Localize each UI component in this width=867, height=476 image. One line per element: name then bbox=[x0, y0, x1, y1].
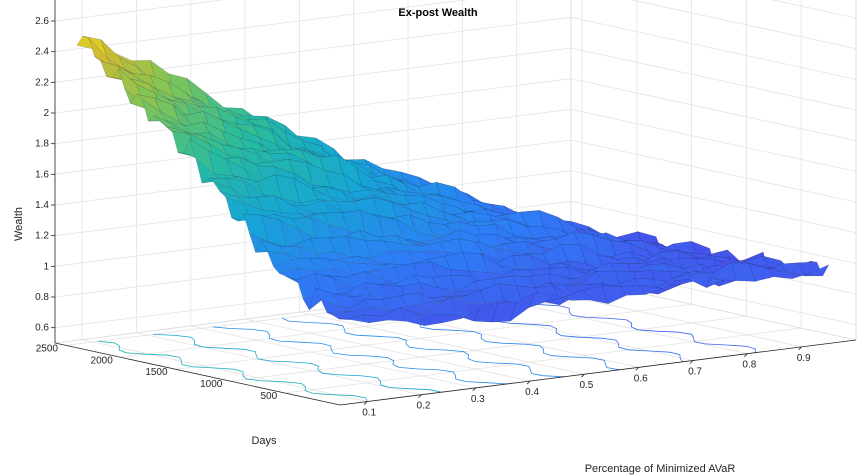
z-tick-label: 1 bbox=[43, 261, 49, 272]
x-tick-label: 0.1 bbox=[362, 408, 376, 419]
z-tick-label: 1.2 bbox=[35, 231, 49, 242]
grid-line bbox=[54, 200, 857, 267]
x-tick-mark bbox=[363, 401, 368, 405]
y-tick-label: 2500 bbox=[36, 343, 59, 354]
z-tick-label: 2.4 bbox=[35, 47, 49, 58]
x-tick-label: 0.4 bbox=[525, 387, 539, 398]
contour-line bbox=[98, 340, 368, 402]
contour-line bbox=[212, 326, 508, 385]
x-tick-label: 0.9 bbox=[797, 353, 811, 364]
x-tick-label: 0.6 bbox=[634, 373, 648, 384]
y-tick-label: 500 bbox=[261, 391, 278, 402]
surface-cell bbox=[804, 264, 830, 277]
x-tick-mark bbox=[418, 394, 422, 399]
z-tick-label: 2 bbox=[43, 108, 49, 119]
grid-line bbox=[54, 170, 857, 237]
x-tick-mark bbox=[798, 346, 802, 351]
grid-line bbox=[54, 47, 857, 114]
x-tick-mark bbox=[526, 380, 531, 385]
contour-line bbox=[153, 334, 442, 393]
x-tick-label: 0.3 bbox=[471, 394, 485, 405]
z-axis-label: Wealth bbox=[13, 207, 25, 241]
y-tick-label: 2000 bbox=[91, 355, 114, 366]
x-tick-label: 0.8 bbox=[742, 360, 756, 371]
chart-title: Ex-post Wealth bbox=[398, 7, 478, 19]
z-tick-label: 1.6 bbox=[35, 169, 49, 180]
z-tick-label: 0.6 bbox=[35, 323, 49, 334]
grid-line bbox=[190, 325, 476, 389]
x-tick-mark bbox=[635, 367, 640, 371]
x-tick-mark bbox=[689, 360, 694, 364]
x-tick-mark bbox=[744, 353, 748, 357]
grid-line bbox=[82, 339, 368, 402]
z-tick-label: 2.6 bbox=[35, 16, 49, 27]
x-tick-mark bbox=[472, 387, 477, 392]
x-axis-line bbox=[339, 339, 857, 406]
grid-line bbox=[299, 311, 585, 375]
z-tick-label: 0.8 bbox=[35, 292, 49, 303]
z-tick-label: 1.8 bbox=[35, 139, 49, 150]
y-tick-label: 1500 bbox=[145, 367, 168, 378]
grid-line bbox=[54, 16, 857, 83]
grid-line bbox=[230, 315, 747, 382]
x-tick-mark bbox=[581, 373, 585, 378]
axis-ticks: 0.10.20.30.40.50.60.70.80.95001000150020… bbox=[35, 0, 857, 419]
wealth-surface bbox=[76, 35, 830, 326]
contour-line bbox=[282, 317, 565, 378]
y-axis-line bbox=[54, 342, 341, 406]
x-tick-label: 0.5 bbox=[579, 380, 593, 391]
z-tick-label: 2.2 bbox=[35, 77, 49, 88]
z-tick-label: 1.4 bbox=[35, 200, 49, 211]
grid-line bbox=[285, 327, 802, 394]
grid-line bbox=[175, 303, 692, 370]
grid-line bbox=[245, 318, 531, 382]
grid-line bbox=[136, 332, 422, 396]
x-tick-label: 0.2 bbox=[417, 401, 431, 412]
grid-line bbox=[54, 0, 857, 53]
y-tick-label: 1000 bbox=[200, 379, 223, 390]
x-axis-label: Percentage of Minimized AVaR bbox=[585, 463, 736, 475]
y-axis-label: Days bbox=[251, 435, 277, 447]
x-tick-label: 0.7 bbox=[688, 367, 702, 378]
